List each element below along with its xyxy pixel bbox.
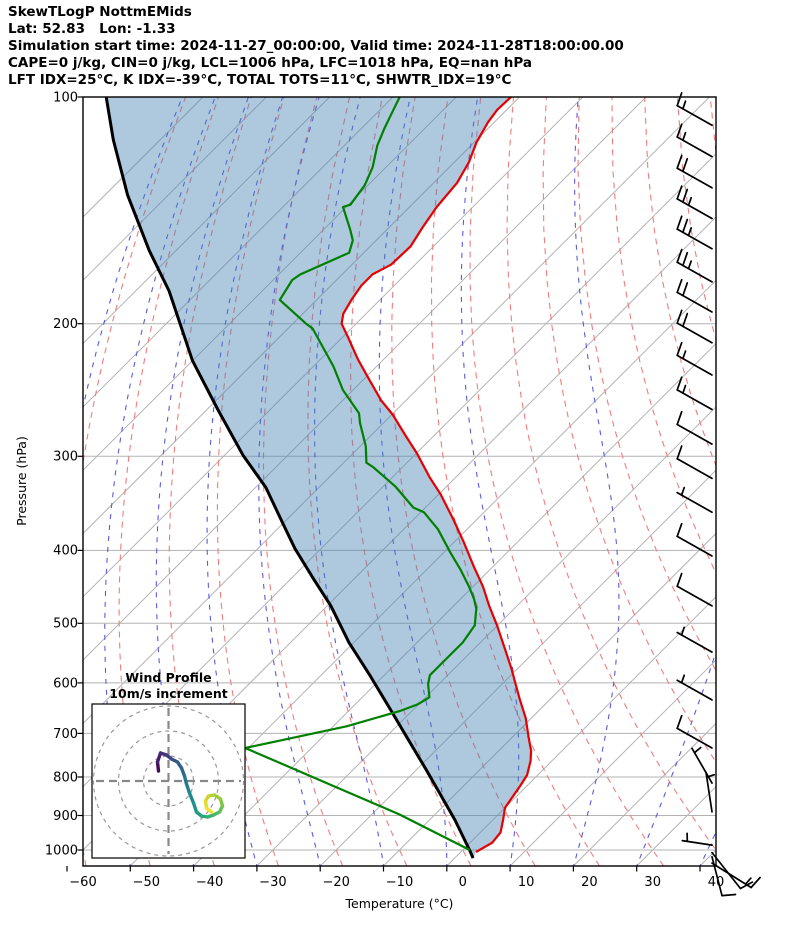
wind-barb — [676, 92, 713, 127]
wind-barb — [676, 309, 713, 344]
wind-barb — [676, 714, 713, 749]
sounding-profiles — [104, 97, 533, 859]
wind-barbs-column — [676, 92, 761, 897]
wind-barb — [711, 862, 761, 889]
wind-barb — [691, 746, 713, 784]
hodograph-subtitle: 10m/s increment — [109, 686, 227, 701]
x-tick--20: −20 — [322, 875, 349, 890]
temperature-curve — [340, 97, 533, 853]
hodograph-title: Wind Profile — [125, 670, 211, 685]
wind-barb — [676, 410, 713, 445]
y-tick-100: 100 — [53, 91, 78, 106]
header-block: SkewTLogP NottmEMids Lat: 52.83 Lon: -1.… — [8, 4, 624, 89]
time-line: Simulation start time: 2024-11-27_00:00:… — [8, 37, 624, 54]
y-tick-400: 400 — [53, 544, 78, 559]
wind-barb — [676, 248, 713, 283]
y-tick-600: 600 — [53, 677, 78, 692]
x-tick-10: 10 — [518, 875, 535, 890]
y-tick-200: 200 — [53, 317, 78, 332]
hodograph-trace-segment — [204, 806, 214, 814]
wind-barb — [676, 522, 713, 557]
y-tick-900: 900 — [53, 809, 78, 824]
dewpoint-curve — [244, 97, 478, 851]
y-tick-300: 300 — [53, 450, 78, 465]
wind-barb — [676, 674, 713, 701]
latlon-line: Lat: 52.83 Lon: -1.33 — [8, 20, 176, 37]
y-tick-800: 800 — [53, 771, 78, 786]
wind-barb — [705, 771, 716, 813]
y-tick-700: 700 — [53, 727, 78, 742]
wind-barb — [676, 154, 713, 189]
y-tick-500: 500 — [53, 617, 78, 632]
y-tick-1000: 1000 — [45, 844, 78, 859]
x-tick--60: −60 — [69, 875, 96, 890]
hodograph-inset — [91, 703, 246, 859]
chart-title: SkewTLogP NottmEMids — [8, 4, 192, 20]
wind-barb — [676, 376, 713, 411]
plot-frame — [82, 96, 717, 867]
y-axis-label: Pressure (hPa) — [14, 436, 29, 526]
hodograph-trace-segment — [187, 791, 196, 805]
x-tick-20: 20 — [581, 875, 598, 890]
wind-barb — [681, 832, 713, 846]
x-tick--40: −40 — [196, 875, 223, 890]
indices-line-1: CAPE=0 j/kg, CIN=0 j/kg, LCL=1006 hPa, L… — [8, 54, 533, 71]
parcel-curve — [104, 97, 475, 859]
axis-ticks — [66, 96, 701, 872]
x-axis-label: Temperature (°C) — [345, 896, 454, 911]
wind-barb — [676, 626, 713, 653]
wind-barb — [676, 486, 713, 514]
wind-barb — [676, 185, 713, 220]
x-tick-40: 40 — [708, 875, 725, 890]
wind-barb — [676, 278, 713, 313]
wind-barb — [676, 215, 713, 250]
x-tick-30: 30 — [644, 875, 661, 890]
hodograph-ring — [92, 705, 245, 857]
wind-barb — [676, 123, 713, 158]
cape-shade-region — [106, 97, 532, 859]
wind-barb — [676, 341, 713, 376]
shade-polygon — [106, 97, 532, 859]
wind-barb — [676, 572, 713, 607]
indices-line-2: LFT IDX=25°C, K IDX=-39°C, TOTAL TOTS=11… — [8, 71, 512, 88]
wind-barb — [676, 445, 713, 480]
x-tick-0: 0 — [459, 875, 467, 890]
x-tick--50: −50 — [133, 875, 160, 890]
x-tick--30: −30 — [259, 875, 286, 890]
x-tick--10: −10 — [386, 875, 413, 890]
